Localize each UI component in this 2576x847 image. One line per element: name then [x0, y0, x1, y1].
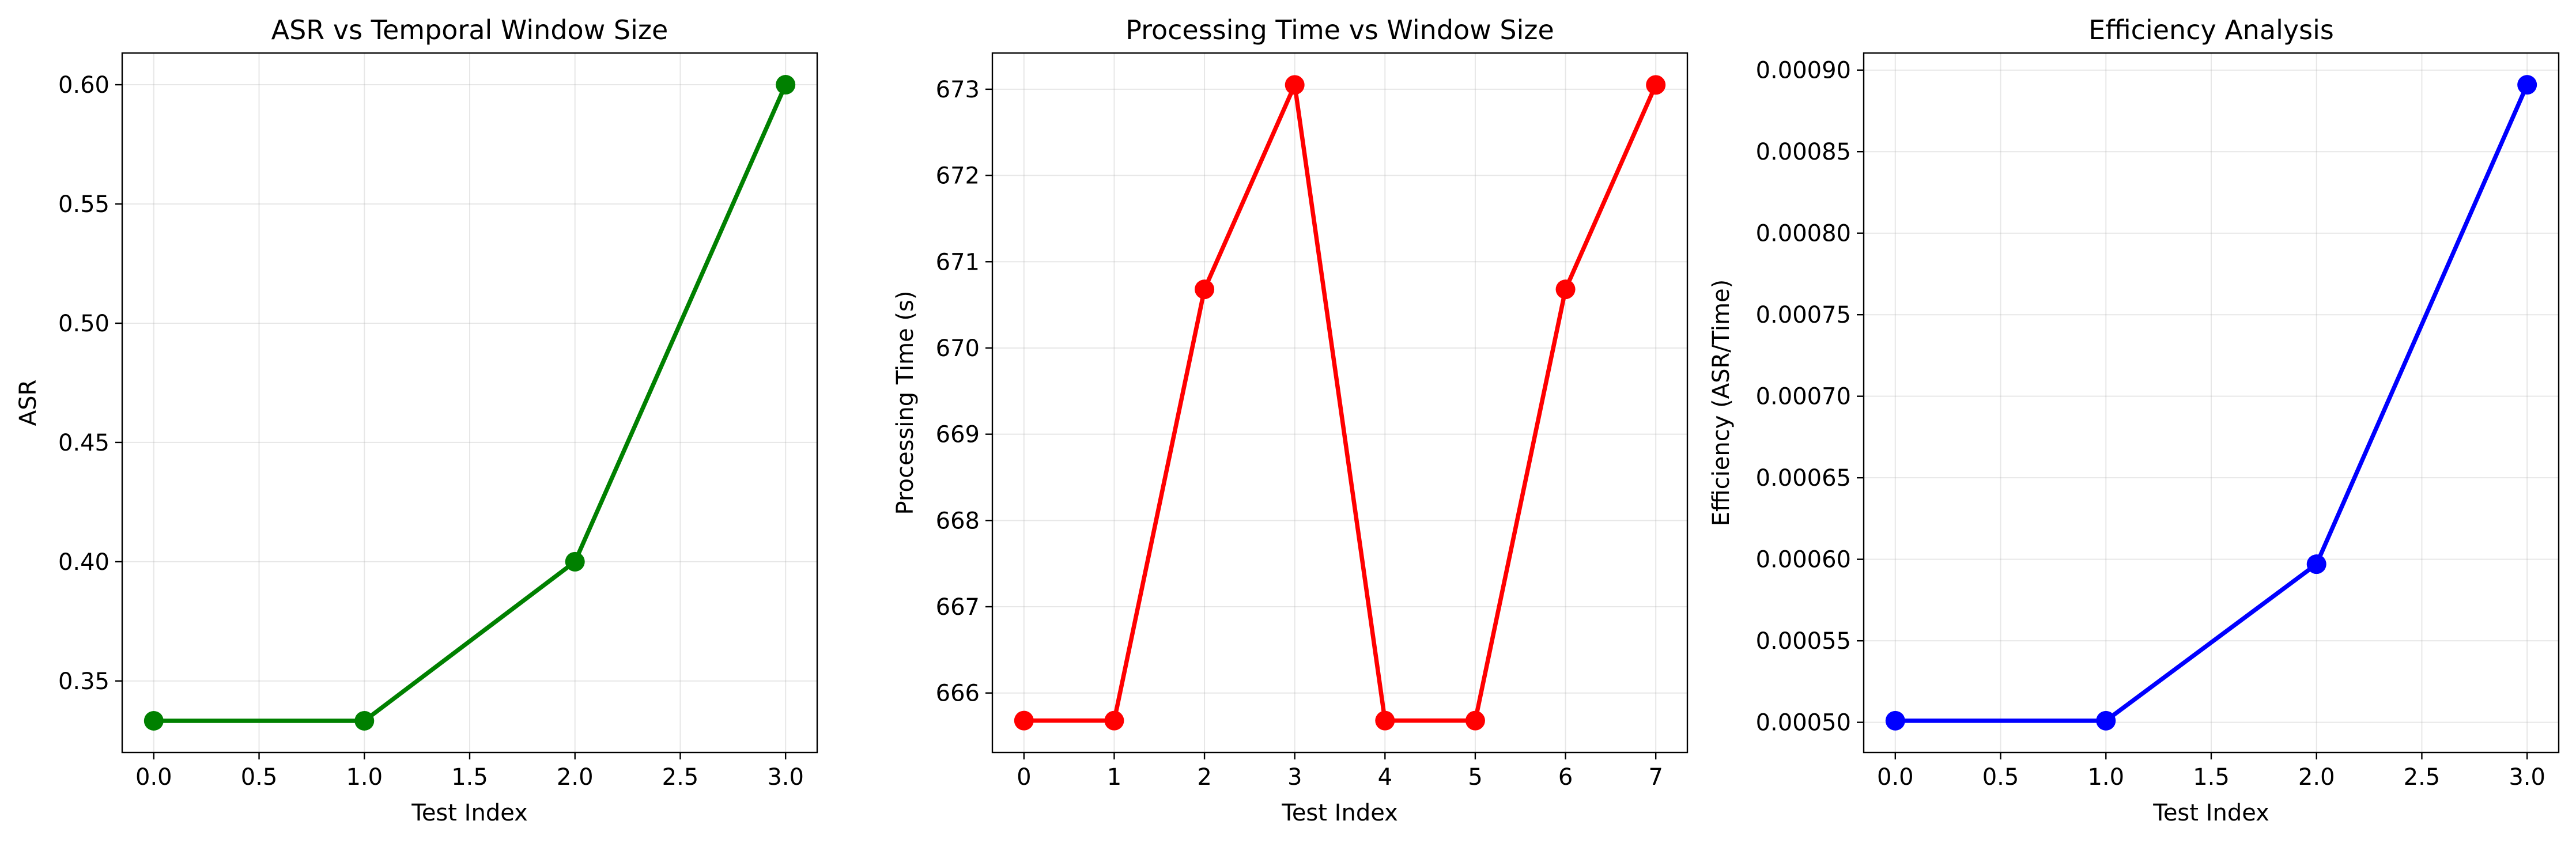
y-tick-label: 0.35	[58, 668, 109, 695]
data-point	[1195, 279, 1215, 300]
x-tick-label: 1.0	[2087, 764, 2124, 791]
y-tick-label: 670	[936, 335, 980, 362]
y-tick-label: 0.00060	[1756, 547, 1851, 573]
y-tick-label: 0.45	[58, 430, 109, 456]
data-point	[2096, 710, 2116, 731]
data-point	[1014, 710, 1034, 731]
x-tick-label: 5	[1468, 764, 1482, 791]
chart-title: ASR vs Temporal Window Size	[271, 14, 668, 46]
x-tick-label: 2.0	[2298, 764, 2335, 791]
x-tick-label: 3.0	[767, 764, 804, 791]
data-point	[1555, 279, 1576, 300]
y-tick-label: 668	[936, 508, 980, 534]
x-tick-label: 1.5	[2193, 764, 2230, 791]
chart-panel-3: 0.0 0.5 1.0 1.5 2.0 2.5 3.0 0.00050 0.00055 0.000…	[1708, 14, 2560, 826]
y-tick-label: 0.00090	[1756, 58, 1851, 84]
data-point	[1285, 75, 1305, 95]
x-axis-label: Test Index	[2152, 800, 2269, 826]
y-axis-label: Efficiency (ASR/Time)	[1708, 279, 1735, 527]
x-axis-label: Test Index	[411, 800, 528, 826]
series-line	[1893, 82, 2529, 723]
data-point	[354, 710, 375, 731]
series-line	[1022, 82, 1658, 723]
data-point	[143, 710, 164, 731]
x-tick-label: 1.5	[451, 764, 488, 791]
x-tick-label: 6	[1558, 764, 1573, 791]
data-point	[776, 75, 796, 95]
y-axis-label: Processing Time (s)	[892, 291, 919, 515]
x-tick-label: 0.0	[135, 764, 172, 791]
x-tick-label: 1.0	[346, 764, 383, 791]
y-axis-label: ASR	[15, 380, 41, 426]
y-tick-label: 0.00075	[1756, 302, 1851, 328]
x-tick-label: 1	[1107, 764, 1121, 791]
y-tick-label: 0.00080	[1756, 221, 1851, 247]
plot-frame	[1863, 52, 2560, 754]
y-tick-label: 0.00055	[1756, 628, 1851, 655]
y-tick-label: 0.00065	[1756, 465, 1851, 491]
x-tick-label: 2.5	[662, 764, 699, 791]
x-tick-label: 2	[1197, 764, 1211, 791]
x-tick-label: 0.0	[1877, 764, 1914, 791]
chart-title: Efficiency Analysis	[2088, 14, 2334, 46]
y-tick-label: 0.55	[58, 191, 109, 218]
series-line	[152, 82, 788, 723]
y-tick-label: 672	[936, 163, 980, 190]
x-tick-label: 3.0	[2509, 764, 2545, 791]
plot-frame	[121, 52, 818, 754]
y-tick-label: 673	[936, 77, 980, 103]
x-tick-label: 2.5	[2404, 764, 2441, 791]
y-tick-label: 671	[936, 249, 980, 275]
y-tick-label: 666	[936, 680, 980, 707]
y-tick-label: 0.60	[58, 72, 109, 99]
data-point	[565, 551, 585, 572]
plot-frame	[991, 52, 1689, 754]
x-tick-label: 0.5	[1982, 764, 2019, 791]
chart-panel-1: 0.0 0.5 1.0 1.5 2.0 2.5 3.0 0.35 0.40 0.45 0.50 0.5…	[15, 14, 818, 826]
y-tick-label: 669	[936, 422, 980, 448]
x-axis-label: Test Index	[1281, 800, 1398, 826]
x-tick-label: 0.5	[241, 764, 278, 791]
x-tick-label: 0	[1017, 764, 1031, 791]
y-tick-label: 667	[936, 594, 980, 621]
x-tick-label: 3	[1287, 764, 1302, 791]
y-tick-label: 0.00085	[1756, 139, 1851, 165]
x-tick-label: 4	[1378, 764, 1392, 791]
data-point	[1375, 710, 1395, 731]
y-tick-label: 0.40	[58, 549, 109, 576]
chart-panel-2: 0 1 2 3 4 5 6 7 666 667 668 669 670 671 672 673 Processi…	[892, 14, 1689, 826]
y-tick-label: 0.00070	[1756, 384, 1851, 410]
data-point	[1465, 710, 1485, 731]
chart-title: Processing Time vs Window Size	[1125, 14, 1554, 46]
data-point	[1885, 710, 1905, 731]
x-tick-label: 2.0	[557, 764, 594, 791]
data-point	[2306, 554, 2326, 574]
x-tick-label: 7	[1648, 764, 1663, 791]
data-point	[1104, 710, 1124, 731]
y-tick-label: 0.50	[58, 311, 109, 337]
data-point	[2517, 75, 2537, 95]
data-point	[1646, 75, 1666, 95]
y-tick-label: 0.00050	[1756, 710, 1851, 736]
